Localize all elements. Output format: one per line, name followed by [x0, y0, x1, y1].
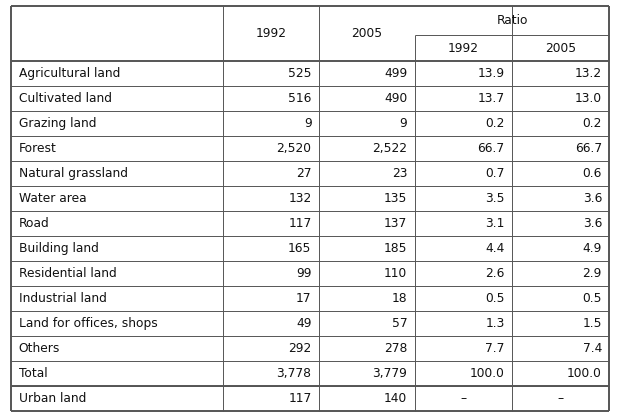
Text: 57: 57: [391, 317, 407, 330]
Text: 0.5: 0.5: [485, 292, 505, 305]
Text: 0.2: 0.2: [583, 117, 602, 130]
Text: 13.7: 13.7: [477, 92, 505, 105]
Text: Land for offices, shops: Land for offices, shops: [19, 317, 157, 330]
Text: 3,779: 3,779: [372, 367, 407, 380]
Text: 3.6: 3.6: [583, 192, 602, 205]
Text: 516: 516: [288, 92, 311, 105]
Text: Road: Road: [19, 217, 50, 230]
Text: 66.7: 66.7: [477, 142, 505, 155]
Text: 1.3: 1.3: [485, 317, 505, 330]
Text: 7.7: 7.7: [485, 342, 505, 355]
Text: 17: 17: [296, 292, 311, 305]
Text: 490: 490: [384, 92, 407, 105]
Text: 99: 99: [296, 267, 311, 280]
Text: Others: Others: [19, 342, 60, 355]
Text: 13.9: 13.9: [477, 67, 505, 80]
Text: 1992: 1992: [255, 27, 286, 40]
Text: 137: 137: [384, 217, 407, 230]
Text: 3,778: 3,778: [277, 367, 311, 380]
Text: 3.5: 3.5: [485, 192, 505, 205]
Text: 13.0: 13.0: [575, 92, 602, 105]
Text: 185: 185: [384, 242, 407, 255]
Text: 525: 525: [288, 67, 311, 80]
Text: 100.0: 100.0: [567, 367, 602, 380]
Text: 117: 117: [288, 217, 311, 230]
Text: Total: Total: [19, 367, 47, 380]
Text: Grazing land: Grazing land: [19, 117, 96, 130]
Text: 27: 27: [296, 167, 311, 180]
Text: Agricultural land: Agricultural land: [19, 67, 120, 80]
Text: 2,522: 2,522: [372, 142, 407, 155]
Text: 23: 23: [392, 167, 407, 180]
Text: 18: 18: [391, 292, 407, 305]
Text: 135: 135: [384, 192, 407, 205]
Text: 165: 165: [288, 242, 311, 255]
Text: 4.9: 4.9: [583, 242, 602, 255]
Text: Cultivated land: Cultivated land: [19, 92, 112, 105]
Text: Forest: Forest: [19, 142, 56, 155]
Text: Natural grassland: Natural grassland: [19, 167, 128, 180]
Text: 13.2: 13.2: [575, 67, 602, 80]
Text: Residential land: Residential land: [19, 267, 117, 280]
Text: 0.5: 0.5: [583, 292, 602, 305]
Text: 2005: 2005: [545, 42, 576, 55]
Text: 117: 117: [288, 392, 311, 405]
Text: 2.9: 2.9: [583, 267, 602, 280]
Text: 140: 140: [384, 392, 407, 405]
Text: 0.2: 0.2: [485, 117, 505, 130]
Text: 4.4: 4.4: [485, 242, 505, 255]
Text: 0.7: 0.7: [485, 167, 505, 180]
Text: 49: 49: [296, 317, 311, 330]
Text: –: –: [557, 392, 564, 405]
Text: 9: 9: [304, 117, 311, 130]
Text: 0.6: 0.6: [583, 167, 602, 180]
Text: 66.7: 66.7: [575, 142, 602, 155]
Text: Ratio: Ratio: [496, 14, 528, 27]
Text: Water area: Water area: [19, 192, 86, 205]
Text: 100.0: 100.0: [470, 367, 505, 380]
Text: 1992: 1992: [448, 42, 479, 55]
Text: –: –: [460, 392, 466, 405]
Text: 9: 9: [399, 117, 407, 130]
Text: Industrial land: Industrial land: [19, 292, 107, 305]
Text: 278: 278: [384, 342, 407, 355]
Text: Urban land: Urban land: [19, 392, 86, 405]
Text: 3.1: 3.1: [485, 217, 505, 230]
Text: 2005: 2005: [351, 27, 383, 40]
Text: 3.6: 3.6: [583, 217, 602, 230]
Text: 7.4: 7.4: [583, 342, 602, 355]
Text: 292: 292: [288, 342, 311, 355]
Text: 132: 132: [288, 192, 311, 205]
Text: 2,520: 2,520: [277, 142, 311, 155]
Text: Building land: Building land: [19, 242, 99, 255]
Text: 499: 499: [384, 67, 407, 80]
Text: 110: 110: [384, 267, 407, 280]
Text: 1.5: 1.5: [583, 317, 602, 330]
Text: 2.6: 2.6: [485, 267, 505, 280]
